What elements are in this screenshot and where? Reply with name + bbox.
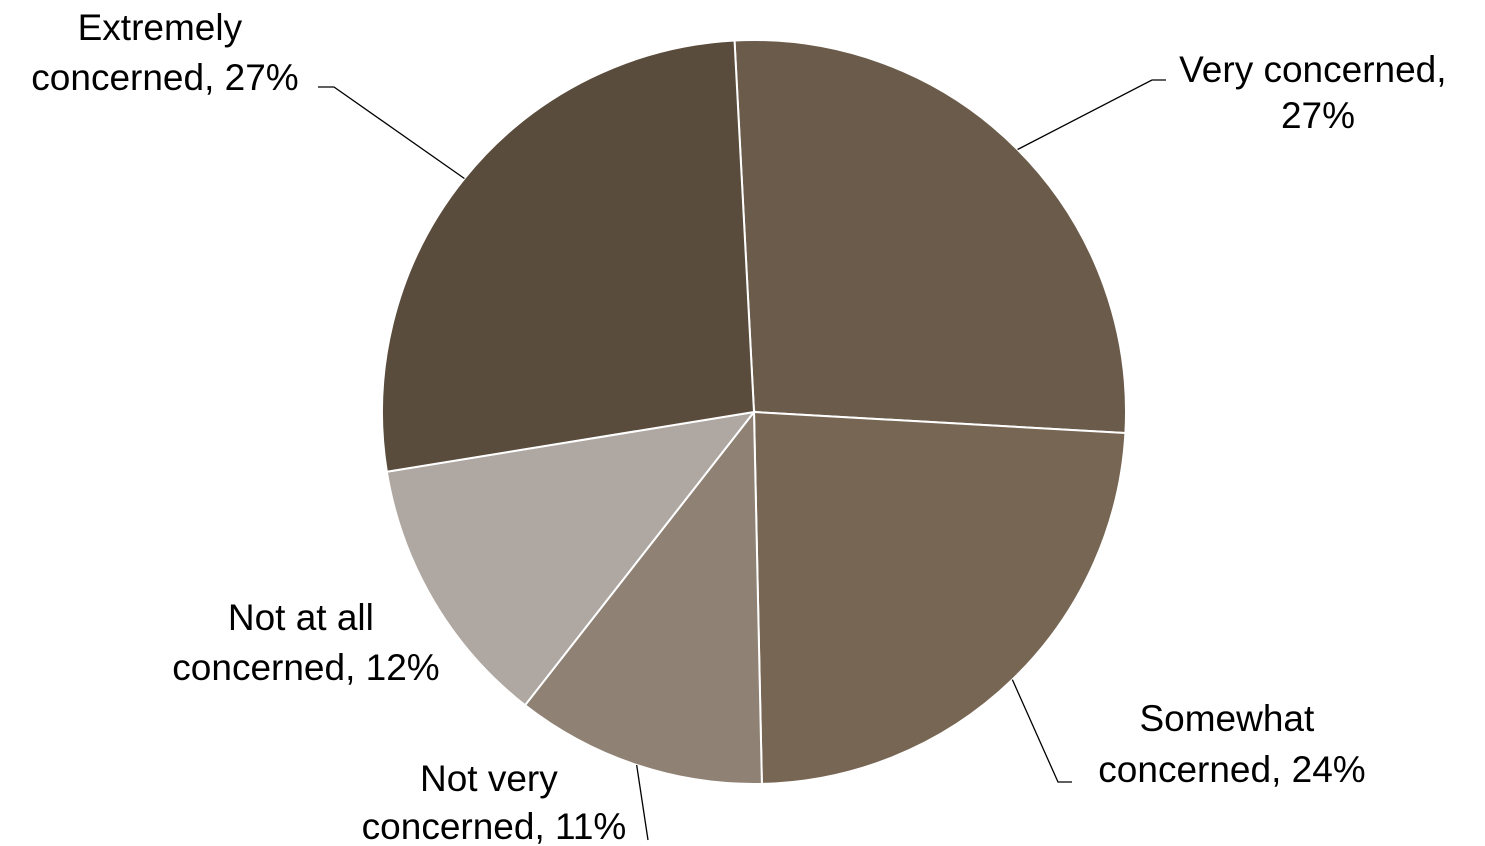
leader-line-very-concerned [1017,79,1166,151]
label-extremely-concerned: Extremely concerned, 27% [31,7,298,98]
label-very-concerned: Very concerned, 27% [1179,49,1457,136]
leader-line-not-very-concerned [636,764,649,841]
label-somewhat-concerned: Somewhat concerned, 24% [1098,698,1365,790]
pie-slice-not-at-all-concerned [385,410,757,707]
leader-line-extremely-concerned [318,86,465,180]
leader-lines [318,79,1166,841]
leader-line-somewhat-concerned [1011,679,1072,783]
pie-slice-very-concerned [733,39,1127,435]
pie-slices [381,39,1127,785]
pie-slice-extremely-concerned [381,39,756,473]
label-not-very-concerned: Not very concerned, 11% [362,758,627,846]
label-not-at-all-concerned: Not at all concerned, 12% [172,597,439,688]
data-labels: Very concerned, 27% Somewhat concerned, … [31,7,1457,846]
pie-slice-somewhat-concerned [752,410,1127,785]
